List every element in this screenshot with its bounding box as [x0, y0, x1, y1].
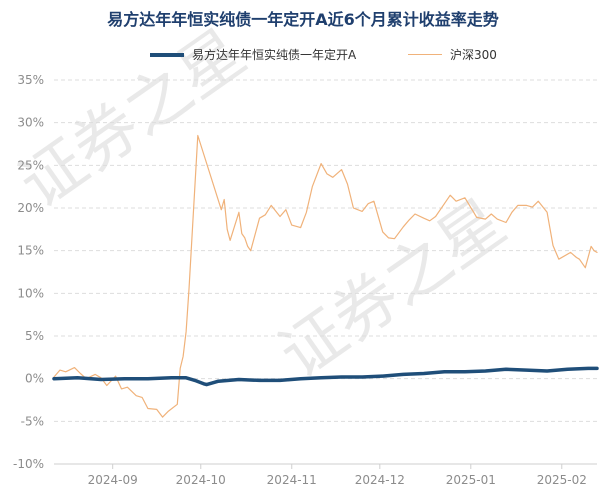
y-tick-label: 10%: [17, 286, 44, 300]
chart-title: 易方达年年恒实纯债一年定开A近6个月累计收益率走势: [107, 10, 499, 29]
series-line-fund: [52, 366, 599, 387]
series-line-index: [53, 134, 598, 418]
y-tick-label: 30%: [17, 116, 44, 130]
legend-label-fund: 易方达年年恒实纯债一年定开A: [192, 48, 357, 62]
x-tick-label: 2025-01: [446, 473, 496, 487]
y-tick-label: -5%: [21, 414, 44, 428]
legend-swatch-index: [408, 54, 442, 55]
y-tick-label: 35%: [17, 73, 44, 87]
legend-swatch-fund: [150, 52, 184, 57]
y-tick-label: 5%: [25, 329, 44, 343]
x-tick-label: 2025-02: [537, 473, 587, 487]
legend: 易方达年年恒实纯债一年定开A 沪深300: [0, 46, 606, 64]
y-axis-ticks: -10% -5% 0% 5% 10% 15% 20% 25% 30% 35%: [13, 73, 44, 471]
x-axis-ticks: 2024-09 2024-10 2024-11 2024-12 2025-01 2025-…: [88, 464, 587, 487]
legend-item-fund[interactable]: 易方达年年恒实纯债一年定开A: [150, 46, 356, 63]
y-tick-label: 15%: [17, 244, 44, 258]
series-layer: [52, 134, 599, 418]
x-tick-label: 2024-12: [355, 473, 405, 487]
legend-label-index: 沪深300: [450, 48, 497, 62]
x-tick-label: 2024-10: [176, 473, 226, 487]
y-tick-label: -10%: [13, 457, 44, 471]
x-tick-label: 2024-09: [88, 473, 138, 487]
x-tick-label: 2024-11: [267, 473, 317, 487]
y-tick-label: 25%: [17, 158, 44, 172]
legend-item-index[interactable]: 沪深300: [408, 46, 497, 63]
y-tick-label: 20%: [17, 201, 44, 215]
y-tick-label: 0%: [25, 372, 44, 386]
